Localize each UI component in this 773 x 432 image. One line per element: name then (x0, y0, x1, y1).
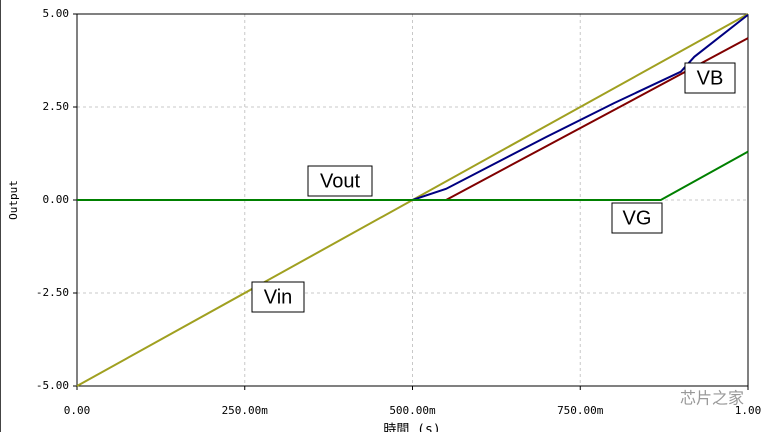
legend-box (684, 62, 736, 94)
x-tick-label: 750.00m (557, 404, 604, 417)
x-tick-label: 500.00m (389, 404, 436, 417)
y-tick-label: -2.50 (36, 286, 69, 299)
series-line (77, 13, 749, 201)
legend-label: Vout (320, 170, 360, 192)
legend-box (611, 202, 663, 234)
x-tick-label: 250.00m (222, 404, 269, 417)
y-tick-label: 2.50 (43, 100, 70, 113)
y-tick-label: 0.00 (43, 193, 70, 206)
x-tick-label: 1.00 (735, 404, 762, 417)
legend-box (251, 281, 305, 313)
watermark: 芯片之家 (680, 389, 744, 408)
x-tick-label: 0.00 (64, 404, 91, 417)
x-axis-label: 時間 (s) (383, 423, 440, 432)
y-tick-label: -5.00 (36, 379, 69, 392)
series-line (77, 150, 749, 201)
legend-label: Vin (264, 286, 293, 308)
legend-label: VG (623, 207, 652, 229)
legend-box (307, 165, 373, 197)
legend-label: VB (697, 67, 724, 89)
y-axis-label: Output (7, 180, 20, 220)
y-tick-label: 5.00 (43, 7, 70, 20)
